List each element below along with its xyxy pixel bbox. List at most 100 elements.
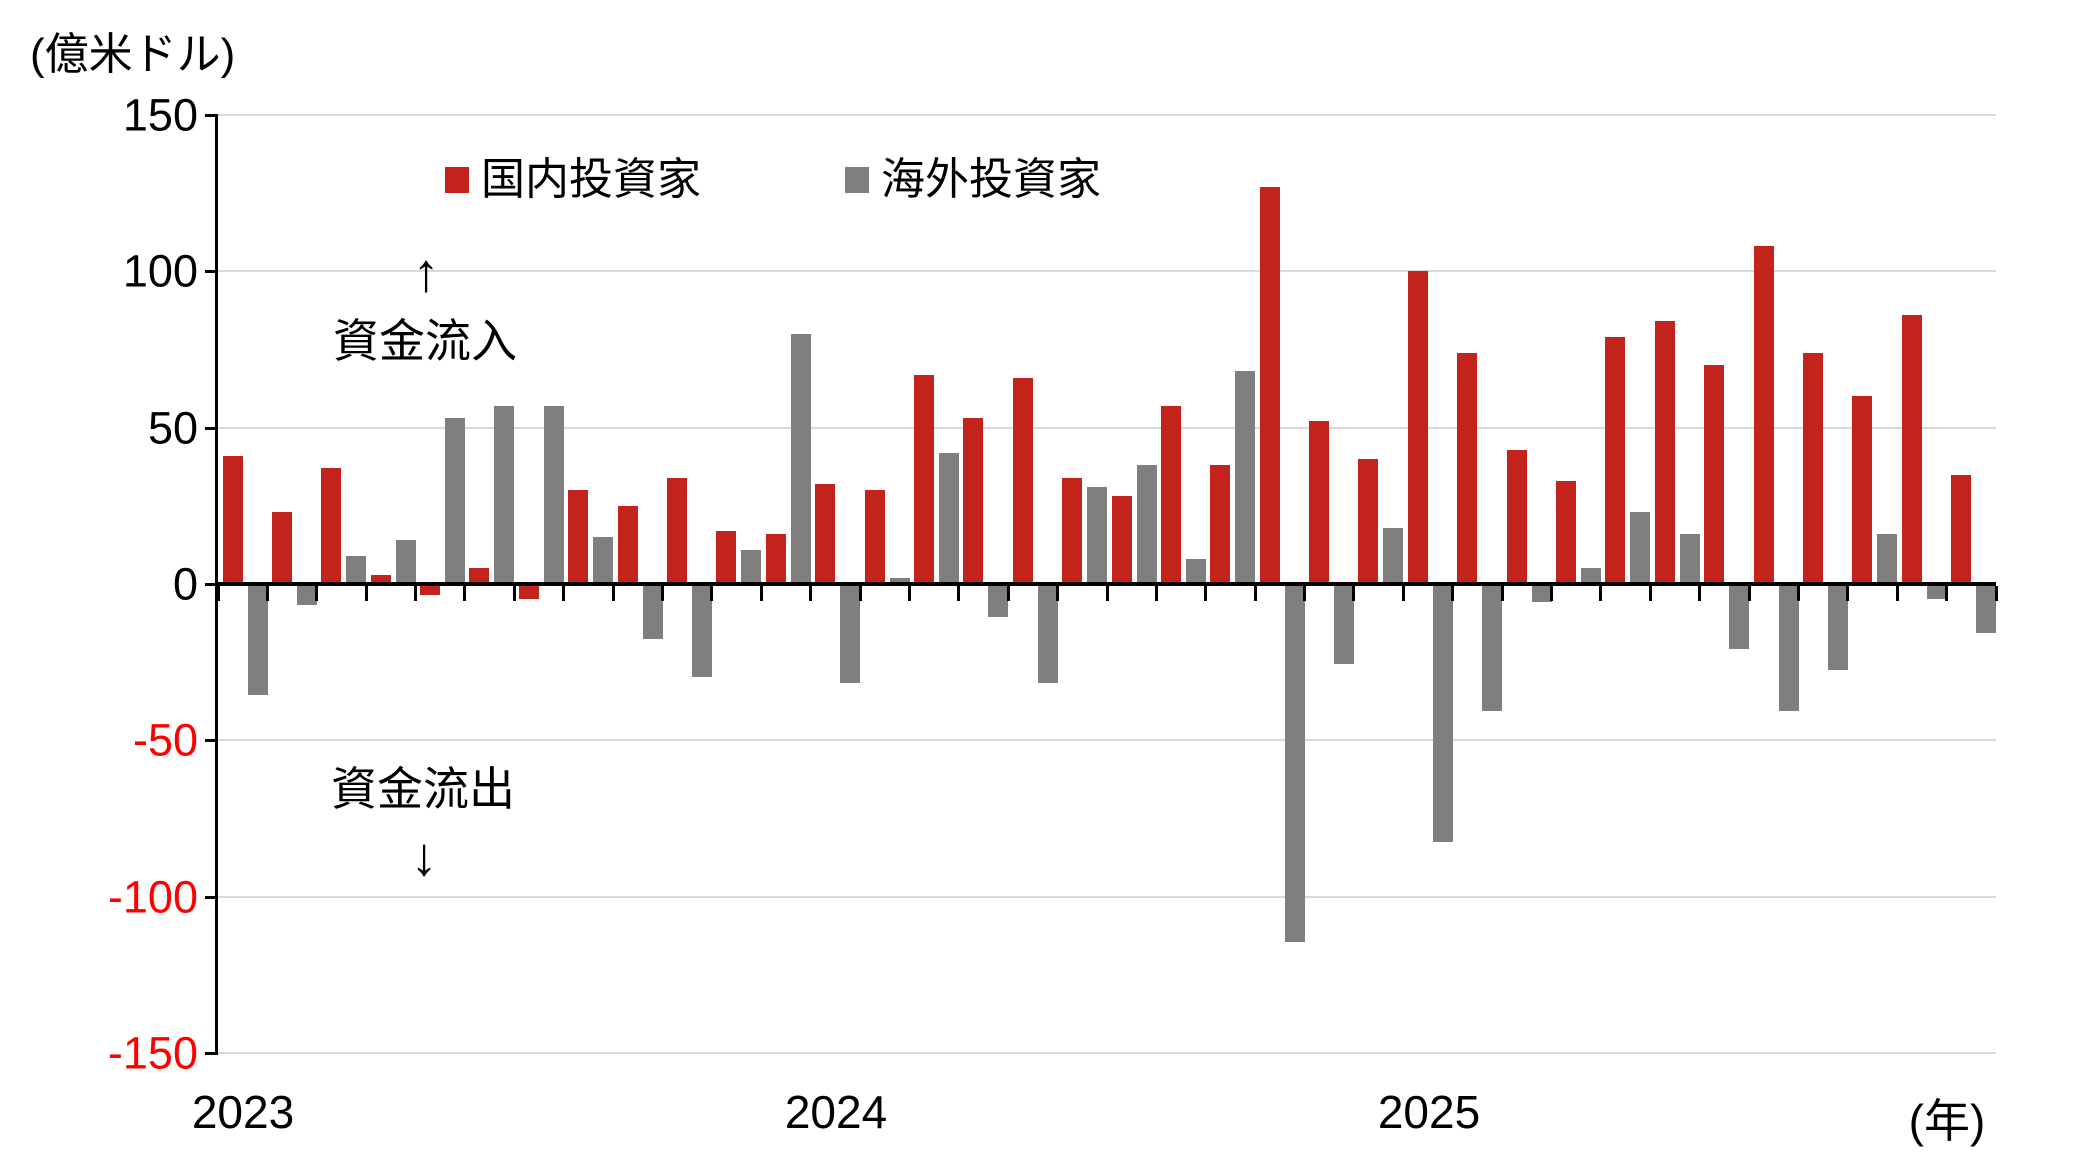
bar-domestic-2024-02 bbox=[864, 490, 885, 584]
bar-foreign-2023-07 bbox=[543, 405, 564, 584]
category-tick-5 bbox=[463, 586, 467, 601]
bar-domestic-2023-05 bbox=[420, 586, 441, 596]
gridline-100 bbox=[218, 270, 1996, 273]
category-tick-27 bbox=[1550, 586, 1553, 601]
bar-foreign-2024-12 bbox=[1383, 527, 1404, 584]
category-tick-19 bbox=[1154, 586, 1158, 601]
category-tick-21 bbox=[1253, 586, 1257, 601]
category-tick-1 bbox=[265, 586, 269, 601]
bar-foreign-2023-10 bbox=[692, 586, 712, 677]
bar-domestic-2023-06 bbox=[469, 568, 490, 584]
category-tick-0 bbox=[216, 586, 220, 601]
category-tick-9 bbox=[661, 586, 664, 601]
bar-domestic-2025-03 bbox=[1506, 449, 1527, 584]
category-tick-22 bbox=[1303, 586, 1307, 601]
category-tick-12 bbox=[809, 586, 813, 601]
category-tick-8 bbox=[611, 586, 615, 601]
bar-domestic-2024-10 bbox=[1259, 186, 1280, 584]
bar-foreign-2025-12 bbox=[1976, 586, 1997, 633]
bar-domestic-2023-08 bbox=[568, 490, 589, 584]
category-tick-28 bbox=[1599, 586, 1603, 601]
category-tick-31 bbox=[1747, 586, 1751, 601]
bar-foreign-2024-07 bbox=[1136, 465, 1157, 584]
bar-domestic-2024-06 bbox=[1062, 477, 1083, 584]
bar-domestic-2024-11 bbox=[1309, 421, 1330, 584]
category-tick-4 bbox=[414, 586, 418, 601]
y-tick-label--150: -150 bbox=[107, 1027, 198, 1079]
legend-item-foreign: 海外投資家 bbox=[845, 158, 1101, 202]
bar-foreign-2025-01 bbox=[1432, 586, 1453, 843]
bar-foreign-2025-11 bbox=[1926, 586, 1947, 599]
bar-foreign-2025-08 bbox=[1778, 586, 1799, 712]
bar-domestic-2023-09 bbox=[617, 505, 638, 584]
bar-domestic-2025-07 bbox=[1704, 365, 1725, 584]
bar-domestic-2024-01 bbox=[815, 483, 836, 584]
bar-domestic-2025-08 bbox=[1753, 246, 1774, 584]
x-axis-label-2024: 2024 bbox=[784, 1086, 888, 1138]
category-tick-11 bbox=[759, 586, 763, 601]
bar-foreign-2024-09 bbox=[1235, 371, 1256, 584]
bar-foreign-2023-11 bbox=[741, 549, 762, 584]
gridline--100 bbox=[218, 895, 1996, 898]
category-tick-30 bbox=[1698, 586, 1702, 601]
bar-domestic-2024-05 bbox=[1012, 377, 1033, 584]
bar-foreign-2023-04 bbox=[395, 540, 416, 584]
y-axis-unit-label: (億米ドル) bbox=[30, 30, 236, 79]
gridline--50 bbox=[218, 739, 1996, 742]
category-tick-20 bbox=[1204, 586, 1208, 601]
bar-foreign-2024-01 bbox=[840, 586, 861, 683]
bar-foreign-2024-05 bbox=[1037, 586, 1058, 683]
bar-foreign-2024-04 bbox=[988, 586, 1009, 618]
bar-domestic-2024-09 bbox=[1210, 465, 1231, 584]
legend-swatch-foreign bbox=[845, 167, 869, 193]
category-tick-14 bbox=[907, 586, 911, 601]
category-tick-25 bbox=[1451, 586, 1455, 601]
category-tick-26 bbox=[1500, 586, 1504, 601]
bar-domestic-2025-09 bbox=[1802, 352, 1823, 584]
y-tick-label--50: -50 bbox=[132, 714, 198, 766]
bar-domestic-2023-02 bbox=[271, 512, 292, 584]
category-tick-15 bbox=[957, 586, 961, 601]
bar-domestic-2023-11 bbox=[716, 530, 737, 584]
x-axis-label-2025: 2025 bbox=[1377, 1086, 1481, 1138]
bar-domestic-2025-06 bbox=[1654, 321, 1675, 584]
category-tick-18 bbox=[1105, 586, 1109, 601]
x-axis-label-2023: 2023 bbox=[191, 1086, 295, 1138]
bar-domestic-2023-07 bbox=[518, 586, 539, 599]
bar-domestic-2024-08 bbox=[1160, 405, 1181, 584]
bar-domestic-2023-03 bbox=[321, 468, 342, 584]
category-tick-33 bbox=[1846, 586, 1850, 601]
y-tick-label-100: 100 bbox=[122, 245, 198, 297]
category-tick-16 bbox=[1006, 586, 1010, 601]
bar-foreign-2025-06 bbox=[1679, 533, 1700, 584]
category-tick-36 bbox=[1994, 586, 1998, 601]
bar-foreign-2025-09 bbox=[1827, 586, 1848, 671]
category-tick-6 bbox=[512, 586, 516, 601]
y-tick-0 bbox=[205, 583, 218, 586]
bar-foreign-2023-08 bbox=[593, 537, 614, 584]
bar-foreign-2023-06 bbox=[494, 405, 515, 584]
bar-foreign-2023-05 bbox=[445, 418, 466, 584]
y-tick-label-150: 150 bbox=[122, 89, 198, 141]
y-tick-50 bbox=[205, 426, 218, 430]
y-tick-100 bbox=[205, 270, 218, 274]
y-tick-150 bbox=[205, 114, 218, 117]
bar-foreign-2024-02 bbox=[889, 577, 910, 584]
bar-domestic-2025-05 bbox=[1605, 336, 1626, 584]
y-tick-label-50: 50 bbox=[147, 402, 198, 454]
category-tick-35 bbox=[1945, 586, 1949, 601]
bar-domestic-2023-01 bbox=[222, 455, 243, 584]
bar-domestic-2025-04 bbox=[1556, 480, 1576, 584]
outflow-arrow-icon: ↓ bbox=[410, 827, 438, 887]
bar-domestic-2023-04 bbox=[370, 574, 391, 584]
legend-label-foreign: 海外投資家 bbox=[881, 155, 1101, 204]
gridline-150 bbox=[218, 114, 1996, 116]
inflow-annotation: 資金流入 bbox=[333, 315, 517, 367]
bar-foreign-2025-10 bbox=[1877, 533, 1898, 584]
category-tick-2 bbox=[315, 586, 319, 601]
legend: 国内投資家 海外投資家 bbox=[0, 146, 2079, 206]
category-tick-32 bbox=[1796, 586, 1800, 601]
legend-swatch-domestic bbox=[445, 167, 469, 193]
category-tick-3 bbox=[364, 586, 368, 601]
